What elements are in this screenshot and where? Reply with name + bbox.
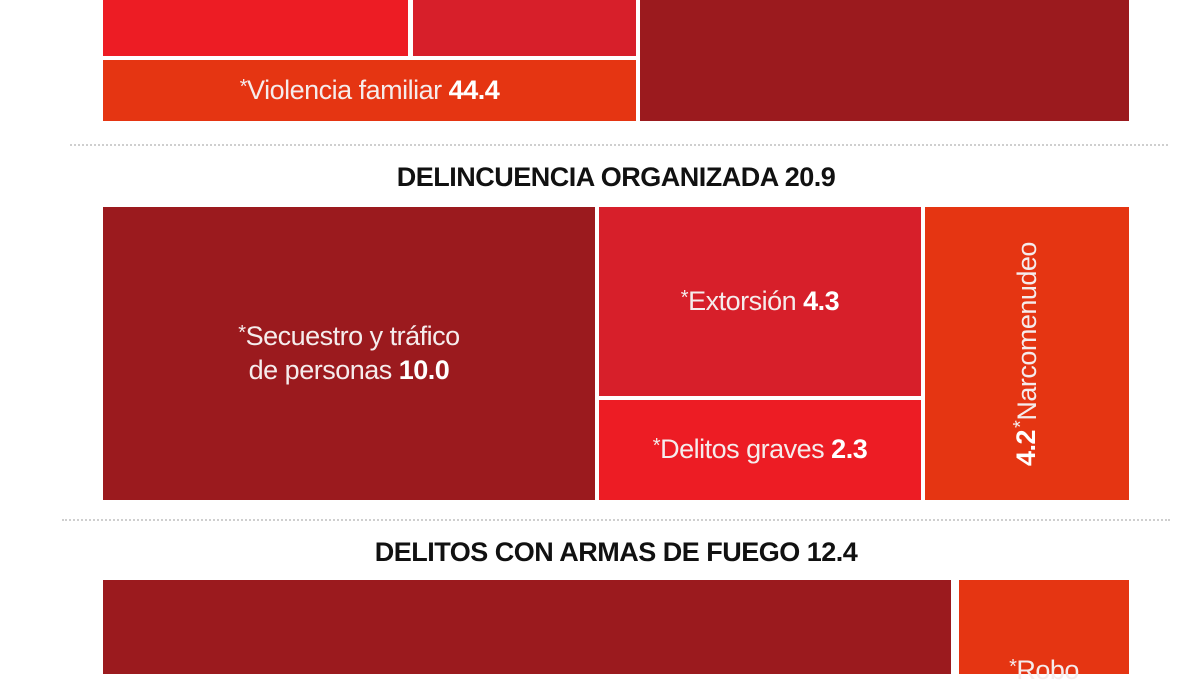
tile-top-mid-crimson	[413, 0, 636, 56]
section-divider	[62, 519, 1170, 521]
tile-robo: *Robo	[959, 580, 1129, 685]
section-divider	[70, 144, 1168, 146]
tile-violencia-familiar: *Violencia familiar 44.4	[103, 60, 636, 121]
tile-top-right-dark	[640, 0, 1129, 121]
tile-delitos-graves: *Delitos graves 2.3	[599, 400, 921, 500]
tile-secuestro: *Secuestro y tráfico de personas 10.0	[103, 207, 595, 500]
tile-extorsion: *Extorsión 4.3	[599, 207, 921, 396]
section-title-organizada: DELINCUENCIA ORGANIZADA 20.9	[396, 162, 836, 192]
tile-narcomenudeo: *Narcomenudeo 4.2	[925, 207, 1129, 500]
violencia-value: 44.4	[448, 74, 500, 105]
violencia-label: Violencia familiar	[247, 74, 442, 105]
tile-armas-main	[103, 580, 951, 674]
tile-top-left-red	[103, 0, 408, 56]
section-title-armas: DELITOS CON ARMAS DE FUEGO 12.4	[374, 537, 858, 567]
